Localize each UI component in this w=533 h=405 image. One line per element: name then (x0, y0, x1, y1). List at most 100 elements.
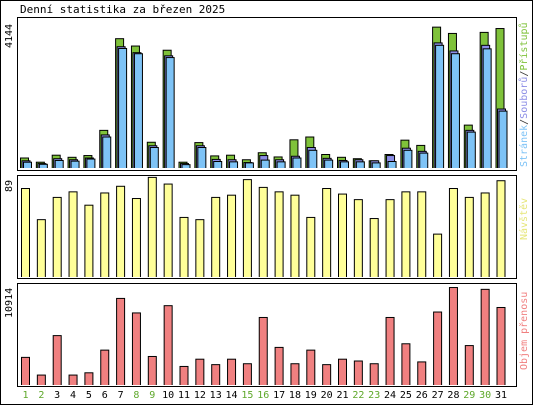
visits-bar-3 (53, 197, 61, 277)
visits-bar-1 (22, 189, 29, 277)
pages-bar-12 (198, 148, 206, 168)
traffic-bar-11 (180, 366, 188, 385)
traffic-bar-31 (497, 307, 505, 385)
visits-bar-20 (323, 189, 331, 277)
pages-bar-25 (404, 150, 412, 168)
day-label-21: 21 (336, 390, 348, 401)
visits-bar-10 (164, 184, 172, 277)
pages-bar-5 (87, 159, 95, 168)
visits-bar-12 (196, 220, 204, 277)
visits-bar-9 (148, 177, 156, 277)
pages-bar-18 (293, 158, 301, 168)
traffic-bar-14 (228, 359, 236, 385)
day-label-3: 3 (54, 390, 60, 401)
day-label-17: 17 (273, 390, 285, 401)
day-label-1: 1 (22, 390, 28, 401)
day-label-25: 25 (400, 390, 412, 401)
pages-bar-14 (230, 162, 238, 168)
pages-bar-2 (39, 164, 47, 168)
pages-bar-1 (24, 162, 31, 168)
traffic-bar-30 (481, 289, 489, 385)
visits-bar-19 (307, 217, 315, 277)
traffic-bar-4 (69, 375, 77, 385)
pages-bar-19 (309, 150, 317, 168)
visits-bar-29 (465, 197, 473, 277)
traffic-bar-7 (117, 298, 125, 385)
traffic-bar-6 (101, 350, 109, 385)
traffic-legend: Objem přenosu (518, 292, 530, 370)
traffic-bar-9 (148, 356, 156, 385)
day-label-16: 16 (257, 390, 269, 401)
pages-bar-8 (134, 54, 142, 168)
pages-bar-30 (483, 49, 491, 169)
visits-bar-13 (212, 197, 220, 277)
day-label-18: 18 (289, 390, 301, 401)
visits-bar-25 (402, 192, 410, 277)
day-label-30: 30 (479, 390, 491, 401)
day-label-7: 7 (118, 390, 124, 401)
visits-bar-30 (481, 193, 489, 277)
day-label-31: 31 (495, 390, 507, 401)
pages-bar-24 (388, 162, 396, 168)
traffic-bar-25 (402, 344, 410, 385)
traffic-bar-2 (37, 375, 45, 385)
day-label-15: 15 (241, 390, 253, 401)
hits-legend: Stránek/Souborů/Přístupů (518, 22, 530, 167)
visits-bar-31 (497, 181, 505, 277)
traffic-bar-18 (291, 364, 299, 385)
day-label-20: 20 (321, 390, 333, 401)
pages-bar-13 (214, 162, 222, 168)
traffic-ymax-label: 10914 (4, 288, 15, 318)
visits-bar-5 (85, 205, 93, 277)
day-label-11: 11 (178, 390, 190, 401)
visits-bar-8 (132, 199, 140, 277)
visits-bar-2 (37, 220, 45, 277)
day-label-27: 27 (432, 390, 444, 401)
visits-bar-7 (117, 186, 125, 277)
visits-bar-17 (275, 192, 283, 277)
legend-sep-1: / (519, 119, 530, 125)
traffic-bar-10 (164, 306, 172, 385)
visits-bar-21 (339, 194, 346, 277)
visits-bar-4 (69, 192, 77, 277)
traffic-bar-13 (212, 365, 220, 385)
traffic-bar-19 (307, 350, 315, 385)
traffic-bar-21 (339, 359, 346, 385)
traffic-bar-17 (275, 347, 283, 385)
day-label-13: 13 (210, 390, 222, 401)
day-label-8: 8 (133, 390, 139, 401)
visits-bar-11 (180, 217, 188, 277)
legend-sep-2: / (519, 71, 530, 77)
panel-hits-border (17, 17, 517, 171)
day-label-9: 9 (149, 390, 155, 401)
day-labels: 1 2 3 4 5 6 7 8 9 10 11 12 13 14 15 16 17 18 19 20 21 22 23 24 2… (22, 390, 507, 401)
visits-bar-26 (418, 192, 426, 277)
day-label-29: 29 (463, 390, 475, 401)
traffic-bar-5 (85, 373, 93, 385)
hits-bar-31 (496, 29, 504, 169)
day-label-23: 23 (368, 390, 380, 401)
visits-bar-16 (259, 187, 267, 277)
day-label-26: 26 (416, 390, 428, 401)
traffic-bar-3 (53, 336, 61, 385)
day-label-28: 28 (447, 390, 459, 401)
traffic-bar-29 (465, 346, 473, 385)
traffic-bar-24 (386, 317, 394, 385)
visits-bar-18 (291, 195, 299, 277)
pages-bar-29 (467, 132, 475, 168)
day-label-12: 12 (194, 390, 206, 401)
pages-bar-26 (420, 153, 428, 168)
day-label-22: 22 (352, 390, 364, 401)
traffic-bar-27 (434, 312, 442, 385)
traffic-bar-20 (323, 365, 331, 385)
visits-bar-22 (354, 200, 362, 277)
pages-bar-9 (150, 148, 158, 168)
pages-bar-3 (55, 160, 63, 168)
panel-visits-border (17, 175, 517, 279)
panel-traffic-border (17, 283, 517, 387)
traffic-bar-28 (449, 288, 457, 385)
legend-hits: Přístupů (518, 22, 530, 70)
visits-ymax-label: 89 (4, 180, 15, 192)
pages-bar-28 (451, 54, 459, 168)
